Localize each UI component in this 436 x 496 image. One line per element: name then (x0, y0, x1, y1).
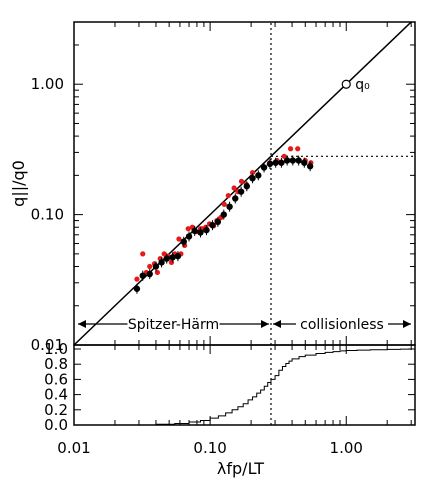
bottom-y-tick-label: 0.8 (44, 355, 68, 373)
black-data-point (272, 159, 279, 166)
black-data-point (191, 227, 198, 235)
q0-label: q₀ (355, 77, 370, 93)
collisionless-label: collisionless (300, 317, 384, 333)
y-axis-label: q||/q0 (9, 160, 28, 207)
red-data-point (238, 178, 245, 184)
black-data-point (209, 221, 216, 229)
black-data-point (163, 255, 170, 262)
red-data-point (295, 146, 301, 152)
red-data-point (287, 146, 294, 152)
black-data-point (146, 270, 153, 278)
black-data-point (185, 233, 193, 240)
black-data-point (197, 229, 204, 236)
bottom-y-tick-label: 1.0 (44, 340, 68, 358)
spitzer-arrow-head-left (78, 320, 86, 328)
x-tick-label: 1.00 (330, 439, 363, 457)
red-data-point (249, 169, 256, 176)
black-data-point (266, 160, 274, 168)
black-data-point (306, 163, 314, 170)
red-data-point (147, 263, 153, 270)
bottom-panel: 0.00.20.40.60.81.0 (44, 340, 416, 434)
black-data-point (226, 203, 233, 210)
black-data-point (283, 157, 291, 164)
black-data-point (243, 183, 251, 190)
bottom-plot-frame (73, 344, 416, 426)
black-data-point (289, 157, 297, 164)
x-tick-label: 0.10 (193, 439, 226, 457)
black-data-point (255, 172, 262, 179)
black-data-point (139, 272, 146, 279)
bottom-y-tick-label: 0.0 (44, 416, 68, 434)
y-tick-label: 1.00 (31, 75, 64, 93)
red-data-point (134, 276, 140, 282)
red-data-point (176, 236, 182, 242)
black-data-point (220, 211, 227, 218)
black-data-point (152, 263, 160, 270)
black-data-point (203, 226, 210, 234)
collisionless-arrow-head-left (272, 320, 281, 328)
y-tick-label: 0.01 (31, 336, 64, 354)
red-data-point (281, 153, 287, 159)
collisionless-label-bg (295, 314, 388, 334)
red-data-point (161, 251, 167, 257)
black-data-point (174, 252, 182, 260)
red-data-point (168, 259, 175, 265)
black-data-point (232, 195, 239, 202)
black-data-point (301, 159, 308, 166)
collisionless-arrow-head-right (403, 320, 411, 328)
black-data-point (237, 188, 245, 195)
black-data-point (295, 157, 302, 164)
top-panel: 0.01 0.10 1.00 q₀ Spitzer-Härm collisionless (31, 21, 416, 425)
black-data-point (158, 259, 165, 266)
spitzer-arrow-head-right (260, 320, 269, 328)
red-data-point (140, 251, 146, 257)
x-tick-label: 0.01 (57, 439, 90, 457)
black-data-point (180, 238, 187, 245)
cumulative-step-curve (74, 348, 415, 426)
red-data-point (231, 185, 237, 191)
red-data-point (185, 226, 191, 232)
axis-labels: 0.01 0.10 1.00 λfp/LT q||/q0 (9, 160, 363, 478)
spitzer-label-bg (127, 314, 220, 334)
bottom-y-tick-label: 0.4 (44, 386, 68, 404)
y-tick-label: 0.10 (31, 206, 64, 224)
black-data-point (278, 159, 285, 166)
black-data-point (214, 218, 222, 226)
x-axis-label: λfp/LT (217, 459, 264, 478)
black-data-point (133, 285, 141, 292)
bottom-y-tick-label: 0.6 (44, 370, 68, 388)
q0-marker (341, 79, 351, 89)
black-data-point (169, 254, 176, 261)
red-data-point (225, 192, 231, 199)
spitzer-harm-label: Spitzer-Härm (128, 317, 219, 333)
red-data-point (221, 201, 227, 207)
black-data-point (260, 164, 268, 171)
reference-line (74, 22, 413, 345)
bottom-y-tick-label: 0.2 (44, 401, 68, 419)
black-data-point (249, 175, 256, 182)
